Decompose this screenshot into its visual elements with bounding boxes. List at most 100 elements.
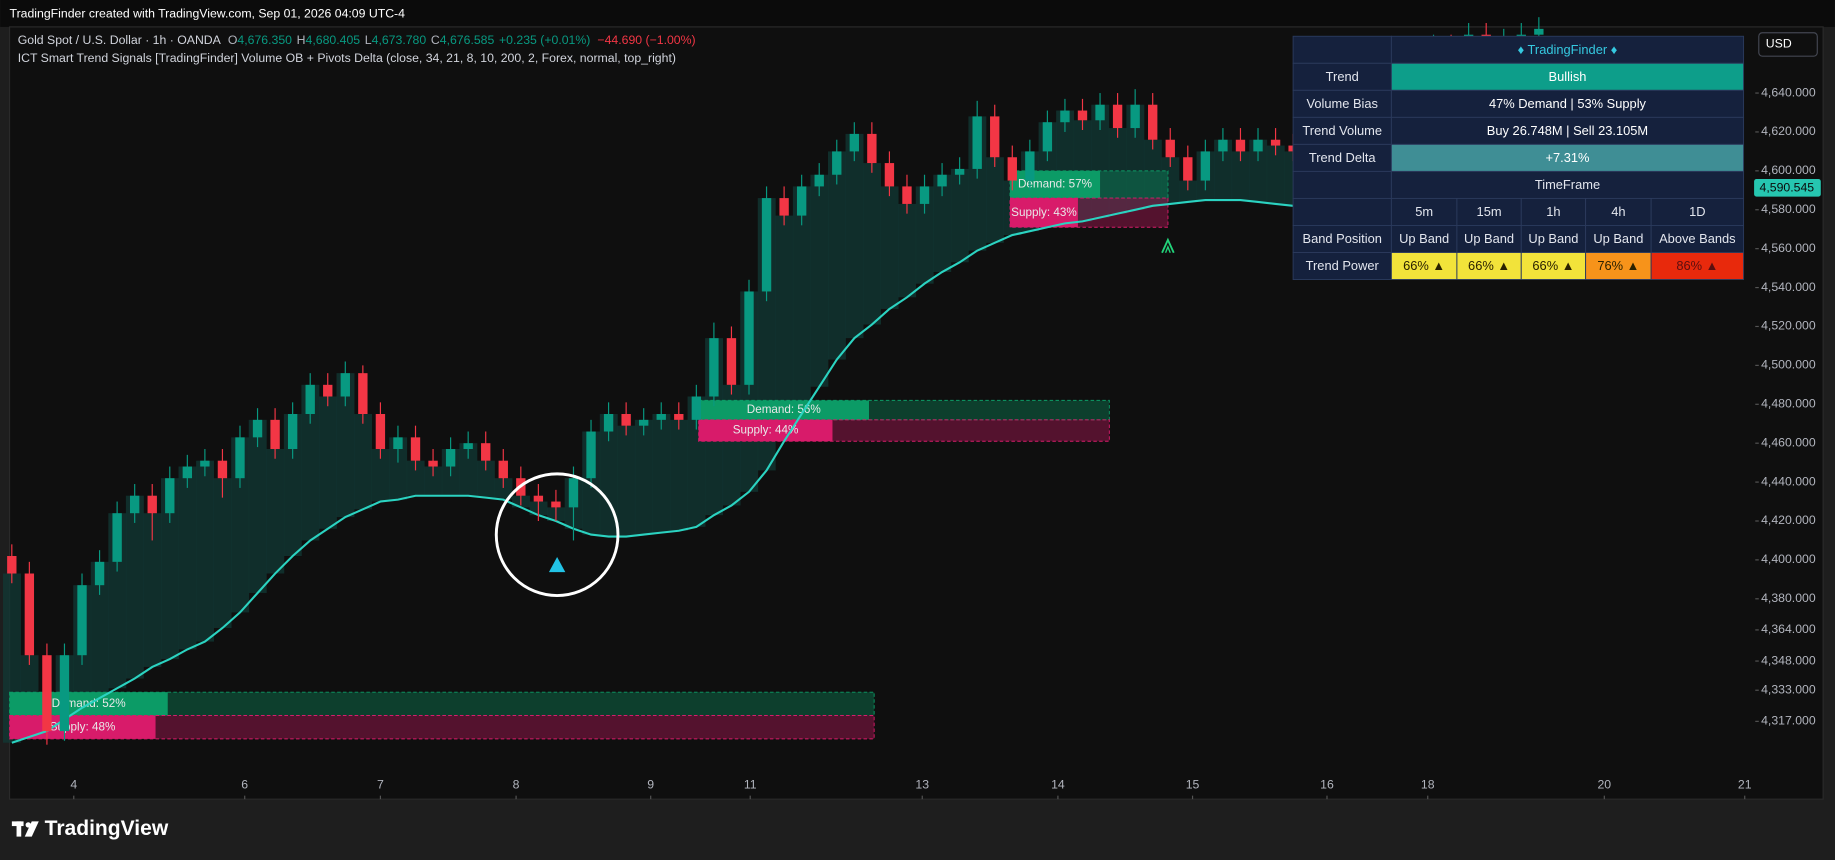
currency[interactable]: USD xyxy=(1766,37,1792,51)
candle-body xyxy=(287,414,298,450)
x-tick-label: 14 xyxy=(1051,777,1065,791)
candle-body xyxy=(1253,139,1263,152)
trend-fill xyxy=(231,437,250,613)
candle-body xyxy=(761,198,772,292)
x-tick-label: 16 xyxy=(1320,777,1334,791)
candle-body xyxy=(779,198,789,216)
candle-body xyxy=(375,414,386,450)
candle-body xyxy=(1200,151,1211,181)
trend-fill xyxy=(880,186,899,309)
timeframe: 5m xyxy=(1415,204,1433,219)
trend-fill xyxy=(336,373,355,518)
candle-body xyxy=(147,495,157,514)
plot: 4,640.000 4,620.000 4,600.000 4,580.000 4,56… xyxy=(3,17,1816,800)
trend-fill xyxy=(915,186,934,284)
corner-cell xyxy=(1292,170,1392,199)
candle-body xyxy=(533,495,544,502)
trend-fill xyxy=(1249,139,1268,202)
trend-fill xyxy=(143,513,162,667)
trend-fill xyxy=(248,419,267,593)
candle-body xyxy=(603,414,614,432)
trend-band xyxy=(11,199,1294,744)
trend-fill xyxy=(985,157,1004,243)
o-value: 4,676.350 xyxy=(237,33,292,47)
currency-button[interactable] xyxy=(1758,32,1818,57)
row-value-cell xyxy=(1390,89,1745,118)
trend-fill xyxy=(599,414,618,537)
symbol: Gold Spot / U.S. Dollar · 1h · OANDA xyxy=(18,33,222,47)
highlight-circle xyxy=(494,472,620,598)
candle-body xyxy=(1077,110,1088,121)
y-tick-label: 4,580.000 xyxy=(1761,202,1816,216)
candle-body xyxy=(428,460,438,467)
candle-body xyxy=(954,168,965,175)
candle-body xyxy=(481,443,491,461)
candle-body xyxy=(498,460,508,479)
row-label: Trend Delta xyxy=(1309,150,1377,165)
candle-body xyxy=(1218,139,1228,152)
timeframe-header: TimeFrame xyxy=(1535,177,1600,192)
trend-fill xyxy=(1231,151,1250,201)
candle-body xyxy=(656,414,666,420)
trend-fill xyxy=(371,449,390,502)
y-tick-label: 4,364.000 xyxy=(1761,622,1816,636)
demand-label: Demand: 56% xyxy=(747,403,821,416)
candle-body xyxy=(1534,28,1544,35)
y-tick-label: 4,600.000 xyxy=(1761,163,1816,177)
candle-body xyxy=(972,116,982,169)
row-value: Buy 26.748M | Sell 23.105M xyxy=(1487,123,1648,138)
candle-body xyxy=(200,460,210,467)
candle-body xyxy=(1235,139,1246,152)
trend-fill xyxy=(318,396,337,529)
x-tick-label: 4 xyxy=(70,777,77,791)
y-tick-label: 4,440.000 xyxy=(1761,474,1816,488)
trend-fill xyxy=(827,151,846,360)
candle-body xyxy=(165,478,175,514)
legend-line: Gold Spot / U.S. Dollar · 1h · OANDA O4,6… xyxy=(18,33,696,47)
row-value: 47% Demand | 53% Supply xyxy=(1489,96,1647,111)
timeframe-cell xyxy=(1390,197,1458,226)
candle-body xyxy=(709,338,719,397)
row-label: Trend xyxy=(1326,69,1359,84)
trend-fill xyxy=(125,495,144,679)
candle-body xyxy=(937,174,947,187)
c-label: C xyxy=(431,33,440,47)
trend-fill xyxy=(845,133,864,339)
trend-fill xyxy=(196,460,215,642)
candle-body xyxy=(340,373,350,397)
x-tick-label: 18 xyxy=(1421,777,1435,791)
table-title-cell xyxy=(1390,35,1745,64)
candle-body xyxy=(1007,157,1017,181)
row-label: Volume Bias xyxy=(1306,96,1377,111)
trend-fill xyxy=(898,203,917,298)
candle-body xyxy=(1042,122,1053,152)
trend-fill xyxy=(424,466,443,496)
candle-body xyxy=(919,186,930,204)
y-tick-label: 4,400.000 xyxy=(1761,552,1816,566)
y-tick-label: 4,640.000 xyxy=(1761,85,1816,99)
overlay xyxy=(494,237,1175,598)
timeframe: 1D xyxy=(1689,204,1705,219)
brand: TradingView xyxy=(45,817,169,840)
trend-fill xyxy=(406,460,425,496)
trend-fill xyxy=(652,414,671,533)
brand-logo xyxy=(11,821,39,837)
y-tick-label: 4,317.000 xyxy=(1761,714,1816,728)
corner-cell xyxy=(1292,35,1392,64)
grid-label: Band Position xyxy=(1303,231,1382,246)
candle-body xyxy=(1270,139,1281,146)
h-label: H xyxy=(297,33,306,47)
grid-cell-cell xyxy=(1390,252,1458,280)
table-title: ♦ TradingFinder ♦ xyxy=(1518,42,1618,57)
candle-body xyxy=(217,460,228,479)
grid-label: Trend Power xyxy=(1306,258,1380,273)
trend-fill xyxy=(178,466,197,650)
candle-body xyxy=(551,501,561,508)
candle-body xyxy=(867,133,877,164)
candle-body xyxy=(1095,104,1105,121)
row-value: +7.31% xyxy=(1545,150,1589,165)
grid-cell-cell xyxy=(1585,252,1652,280)
candle-body xyxy=(77,585,87,656)
trend-fill xyxy=(476,460,495,498)
